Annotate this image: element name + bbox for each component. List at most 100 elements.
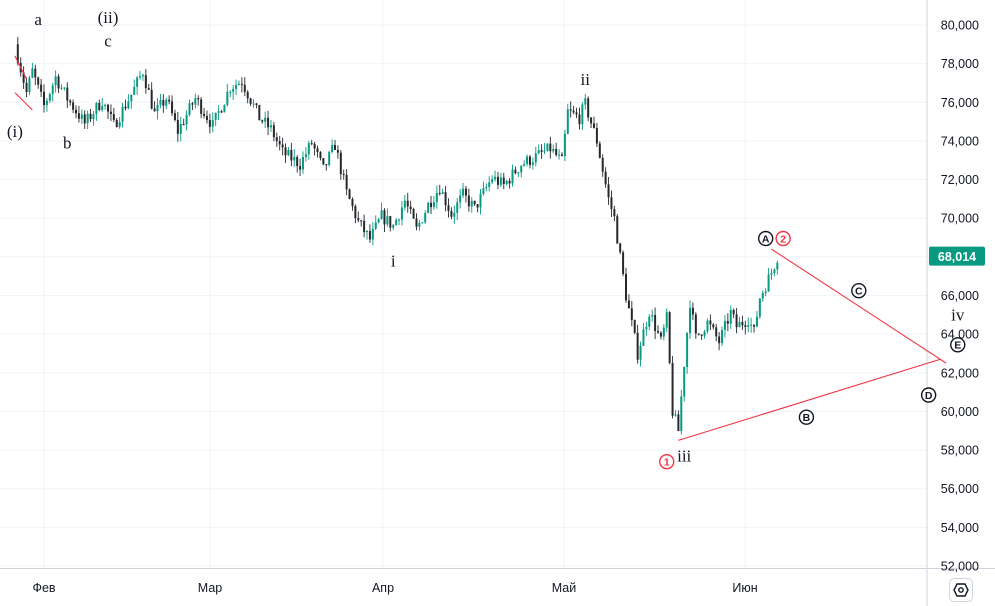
wave-label-e: E [950, 337, 966, 353]
candle [630, 300, 633, 327]
candle [662, 324, 665, 341]
candle-body [34, 68, 37, 78]
candle [334, 139, 336, 151]
candle [307, 140, 310, 160]
wave-circle [775, 230, 791, 247]
candle-body [287, 149, 290, 156]
candle-body [45, 100, 48, 106]
candle-body [432, 202, 435, 208]
candle-body [69, 100, 72, 103]
candle [232, 85, 235, 100]
wave-circle-text: 2 [780, 233, 786, 245]
candle-body [473, 200, 476, 205]
candle [86, 110, 89, 130]
candle-body [721, 329, 724, 344]
candle-body [488, 182, 491, 188]
candle [613, 205, 616, 222]
candle-body [150, 89, 153, 109]
candle [398, 218, 401, 226]
x-tick-label: Май [552, 581, 577, 595]
candle [380, 202, 383, 220]
wave-circle-text: 1 [664, 456, 670, 468]
candle [723, 314, 726, 338]
candle-body [205, 115, 208, 121]
candle-body [98, 102, 101, 110]
candle-body [491, 179, 494, 183]
candle [383, 208, 386, 233]
candle-body [531, 162, 534, 165]
candle-body [761, 292, 764, 299]
candle [389, 215, 392, 232]
candle [409, 200, 412, 214]
candle [651, 309, 654, 322]
candle-body [351, 199, 354, 207]
candle [226, 84, 229, 107]
settings-button[interactable] [949, 578, 973, 602]
candle [514, 166, 517, 175]
candle [636, 324, 639, 364]
candle-body [191, 103, 194, 105]
candle-body [494, 176, 497, 180]
candle-body [479, 194, 482, 208]
candle [575, 107, 578, 119]
candle-body [63, 87, 66, 89]
candle-body [223, 105, 226, 113]
candle [494, 170, 497, 182]
candle-body [569, 109, 572, 111]
candle-body [240, 83, 243, 85]
candle-body [159, 100, 162, 105]
candle [25, 77, 28, 98]
candle [133, 79, 136, 95]
wave-circle-text: C [855, 285, 863, 297]
candle [272, 121, 275, 142]
candle-body [293, 157, 296, 161]
candle-body [689, 307, 692, 334]
candle [683, 366, 686, 402]
candle-body [25, 82, 28, 93]
candle-body [668, 312, 671, 363]
candle [168, 95, 171, 105]
candle [659, 331, 662, 340]
candle [299, 158, 302, 176]
y-tick-label: 74,000 [941, 134, 979, 148]
candle-body [659, 332, 662, 337]
candle-body [636, 332, 639, 360]
candle [66, 82, 69, 109]
candle-body [115, 119, 118, 127]
candle [301, 151, 304, 174]
candle [75, 105, 78, 119]
candle [639, 341, 642, 367]
y-tick-label: 54,000 [941, 521, 979, 535]
candle [72, 99, 75, 114]
candle [558, 149, 561, 160]
candle [578, 107, 581, 130]
candle-body [75, 109, 78, 114]
candle-body [316, 148, 319, 153]
candle-body [595, 127, 598, 144]
candle [464, 186, 467, 203]
candle-body [121, 106, 124, 122]
candle [171, 95, 174, 116]
candle [447, 198, 450, 218]
candle-body [310, 143, 313, 145]
candle [69, 99, 72, 106]
candle-body [147, 88, 150, 90]
candle [424, 210, 427, 224]
candle-body [729, 310, 732, 324]
wave-label: ii [581, 70, 591, 89]
candle-body [89, 113, 92, 120]
candle-body [694, 314, 697, 334]
y-tick-label: 78,000 [941, 57, 979, 71]
candle-body [179, 124, 182, 134]
candle-body [526, 156, 529, 164]
y-tick-label: 66,000 [941, 289, 979, 303]
candle-body [523, 163, 526, 166]
candle [502, 172, 505, 190]
candle [179, 116, 182, 142]
wave-label: a [34, 10, 42, 29]
wave-circle [659, 453, 675, 470]
wave-label: i [391, 252, 396, 271]
y-tick-label: 72,000 [941, 173, 979, 187]
trend-line [14, 55, 28, 80]
